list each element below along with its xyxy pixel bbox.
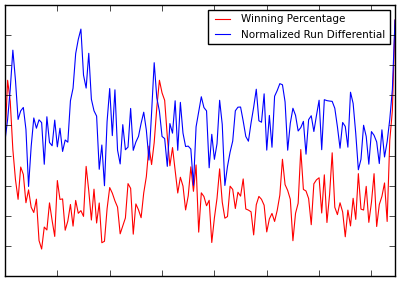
Line: Winning Percentage: Winning Percentage	[5, 20, 395, 249]
Winning Percentage	[327, 193, 332, 197]
Normalized Run Differential	[393, 18, 398, 22]
Winning Percentage	[3, 139, 8, 142]
Line: Normalized Run Differential: Normalized Run Differential	[5, 20, 395, 187]
Normalized Run Differential	[209, 133, 214, 136]
Normalized Run Differential	[275, 89, 280, 92]
Winning Percentage	[39, 247, 44, 251]
Winning Percentage	[134, 202, 138, 206]
Winning Percentage	[209, 241, 214, 244]
Winning Percentage	[393, 18, 398, 22]
Normalized Run Differential	[134, 140, 138, 144]
Normalized Run Differential	[26, 185, 31, 188]
Winning Percentage	[160, 91, 164, 94]
Normalized Run Differential	[160, 135, 164, 138]
Normalized Run Differential	[327, 99, 332, 103]
Legend: Winning Percentage, Normalized Run Differential: Winning Percentage, Normalized Run Diffe…	[208, 10, 390, 44]
Normalized Run Differential	[3, 139, 8, 142]
Normalized Run Differential	[225, 165, 230, 168]
Winning Percentage	[275, 209, 280, 212]
Winning Percentage	[225, 215, 230, 218]
